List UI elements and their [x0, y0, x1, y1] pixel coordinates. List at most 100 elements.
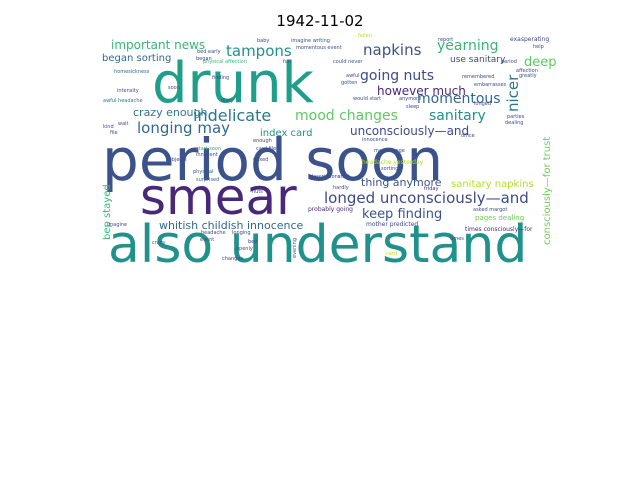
cloud-word: longed unconsciously—and: [324, 189, 529, 207]
cloud-word: however much: [377, 84, 466, 98]
cloud-word: times consciously—for: [465, 226, 533, 233]
cloud-word: headache: [201, 230, 226, 236]
cloud-word: yearning: [437, 38, 499, 54]
cloud-word: fallen: [358, 33, 372, 39]
cloud-word: file: [110, 130, 118, 136]
cloud-word: crazy enough: [133, 106, 208, 119]
cloud-word: finding: [212, 75, 229, 81]
cloud-word: soon: [168, 85, 180, 91]
cloud-word: remembered: [462, 74, 494, 80]
cloud-word: card file: [256, 146, 276, 152]
cloud-word: imagine: [107, 222, 127, 228]
cloud-word: period soon: [102, 126, 443, 194]
cloud-word: sanitary napkins: [451, 179, 534, 190]
cloud-word: mixed: [253, 157, 268, 163]
cloud-word: sleep: [406, 104, 419, 110]
cloud-word: wait: [118, 121, 129, 127]
cloud-word: period: [501, 59, 517, 65]
cloud-word: awful: [346, 73, 359, 79]
cloud-word: fun: [283, 59, 291, 65]
cloud-word: imagine writing: [291, 38, 330, 44]
cloud-word: whitish childish innocence: [159, 219, 304, 232]
cloud-word: use sanitary: [450, 55, 506, 65]
cloud-word: start: [338, 174, 350, 180]
cloud-word: mood changes: [295, 108, 398, 124]
cloud-word: bed early: [197, 49, 221, 55]
cloud-word: dealing: [505, 120, 523, 126]
cloud-word: hardly: [333, 185, 349, 191]
cloud-word: greatly: [519, 73, 537, 79]
cloud-word: start soon: [196, 146, 221, 152]
cloud-word: consciously—for trust: [542, 137, 553, 245]
cloud-word: also understand: [108, 215, 527, 275]
cloud-word: began sorting: [102, 53, 171, 64]
cloud-word: parties: [507, 114, 525, 120]
cloud-word: card: [386, 251, 397, 257]
cloud-word: deep: [524, 55, 557, 70]
cloud-word: nuts: [252, 189, 263, 195]
cloud-word: could never: [333, 59, 363, 65]
cloud-word: physical affection: [203, 59, 247, 65]
chart-title: 1942-11-02: [276, 12, 364, 30]
cloud-word: homesickness: [114, 69, 150, 75]
cloud-word: intensity: [117, 88, 139, 94]
cloud-word: important news: [111, 38, 205, 52]
cloud-word: affection: [516, 68, 538, 74]
cloud-word: diary: [221, 98, 234, 104]
cloud-word: probably going: [308, 206, 353, 213]
cloud-word: anymore: [399, 96, 421, 102]
cloud-word: momentous: [417, 91, 501, 107]
cloud-word: longed: [474, 101, 491, 107]
cloud-word: help: [533, 44, 544, 50]
cloud-word: surprised: [196, 177, 219, 183]
cloud-word: innocence: [362, 137, 388, 143]
cloud-word: would start: [353, 96, 381, 102]
cloud-word: headache yesterday: [362, 159, 424, 166]
cloud-word: sorting: [381, 166, 398, 172]
cloud-word: asked margot: [473, 207, 507, 213]
cloud-word: enough: [253, 138, 272, 144]
cloud-background: [100, 36, 555, 263]
cloud-word: nicer: [504, 74, 522, 112]
cloud-word: report: [438, 37, 453, 43]
cloud-word: pages dealing: [475, 214, 524, 222]
cloud-word: changes: [222, 256, 243, 262]
cloud-word: longing may: [137, 119, 230, 137]
cloud-word: momentous event: [296, 45, 342, 51]
cloud-word: smear: [140, 168, 297, 226]
cloud-word: descriptions: [310, 174, 341, 180]
cloud-word: physical: [193, 169, 214, 175]
cloud-word: exasperating: [510, 36, 549, 43]
cloud-word: index card: [260, 128, 312, 139]
cloud-word: evening: [292, 238, 298, 258]
cloud-word: kind: [103, 124, 114, 130]
cloud-word: friday: [424, 186, 438, 192]
cloud-word: drunk: [152, 51, 315, 116]
cloud-word: office: [461, 133, 475, 139]
cloud-word: began: [196, 56, 212, 62]
cloud-word: subjects: [166, 157, 187, 163]
cloud-word: unconsciously—and: [350, 124, 469, 138]
cloud-word: innocent: [196, 152, 218, 158]
cloud-word: napkins: [363, 41, 422, 59]
cloud-word: baby: [257, 38, 269, 44]
cloud-word: sanitary: [429, 108, 486, 124]
cloud-word: mother predicted: [366, 221, 418, 228]
cloud-word: embarrasses: [474, 82, 507, 88]
cloud-word: crazy: [152, 240, 165, 246]
cloud-word: event: [200, 237, 214, 243]
cloud-word: may change: [374, 148, 405, 154]
cloud-word: indelicate: [193, 106, 271, 125]
cloud-word: gotten: [341, 80, 357, 86]
cloud-word: times: [450, 236, 464, 242]
cloud-word: keep finding: [362, 207, 442, 222]
cloud-word: bep stayed: [102, 184, 113, 240]
cloud-word: awful headache: [103, 98, 143, 104]
cloud-word: openly: [236, 246, 253, 252]
cloud-word: longing: [232, 230, 251, 236]
cloud-word: bed: [248, 239, 257, 245]
cloud-word: tampons: [226, 42, 292, 60]
cloud-word: going nuts: [360, 68, 434, 84]
cloud-word: thing anymore: [361, 176, 442, 189]
